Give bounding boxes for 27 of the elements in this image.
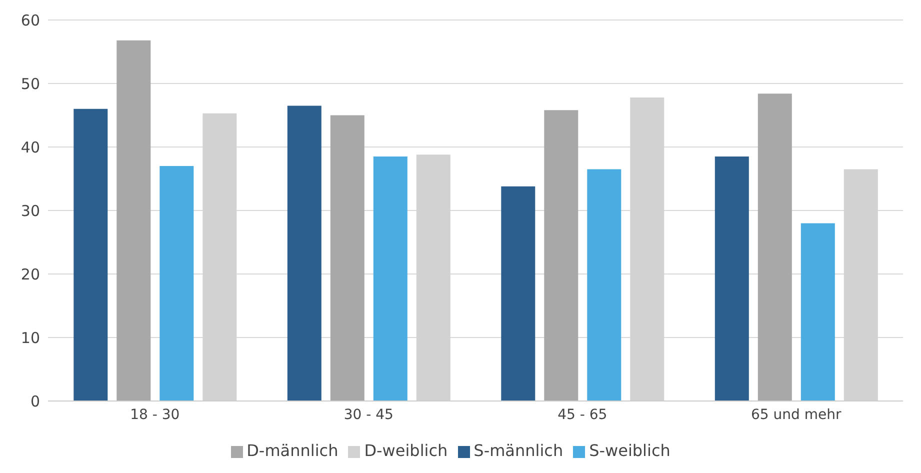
x-tick-label: 65 und mehr xyxy=(751,406,842,423)
x-tick-label: 45 - 65 xyxy=(558,406,608,423)
legend-label: S-männlich xyxy=(474,441,564,460)
x-tick-label: 30 - 45 xyxy=(344,406,394,423)
bar xyxy=(800,223,835,401)
bar xyxy=(160,166,194,401)
y-tick-label: 30 xyxy=(20,202,40,220)
bar xyxy=(544,110,578,401)
y-tick-label: 40 xyxy=(20,138,40,156)
bar xyxy=(373,156,408,401)
bar xyxy=(287,106,322,401)
y-tick-label: 20 xyxy=(20,265,40,284)
bar xyxy=(758,94,792,401)
bar xyxy=(501,186,536,401)
x-tick-label: 18 - 30 xyxy=(130,406,180,423)
y-tick-label: 0 xyxy=(30,392,40,410)
bar xyxy=(330,115,364,401)
y-tick-label: 60 xyxy=(20,11,40,30)
bar xyxy=(587,169,622,401)
legend-label: D-weiblich xyxy=(364,441,448,460)
legend-label: D-männlich xyxy=(246,441,338,460)
bar xyxy=(714,156,749,401)
legend-label: S-weiblich xyxy=(589,441,670,460)
bar xyxy=(74,108,108,401)
y-tick-label: 10 xyxy=(20,328,40,347)
y-tick-label: 50 xyxy=(20,74,40,93)
bar xyxy=(116,40,151,401)
